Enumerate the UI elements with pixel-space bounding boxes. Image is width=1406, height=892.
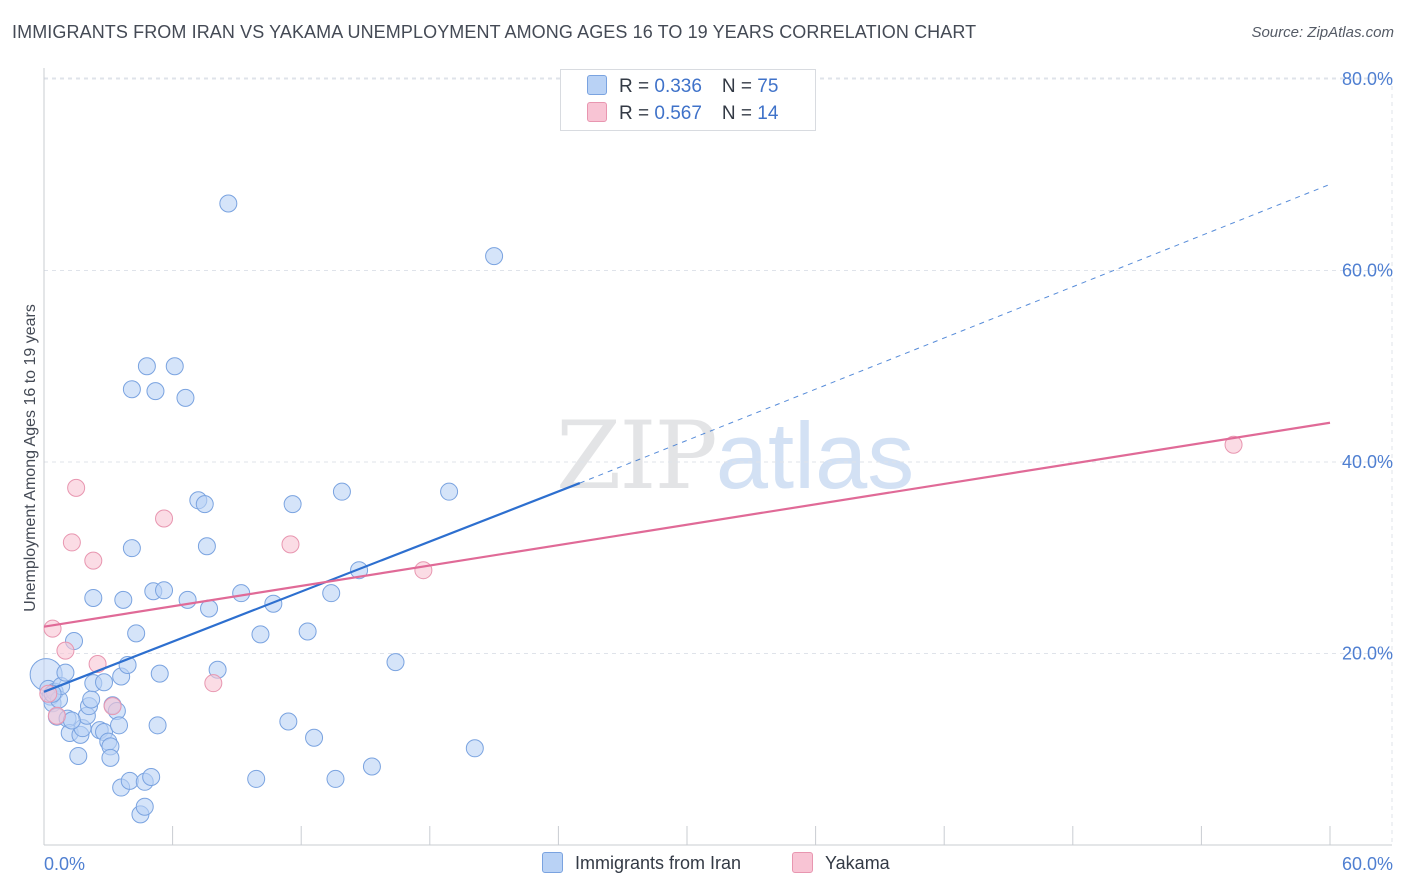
correlation-legend: R = 0.336 N = 75 R = 0.567 N = 14 (560, 69, 816, 131)
point-yakama (155, 509, 174, 528)
point-yakama (84, 551, 103, 570)
legend-swatch-pink (587, 102, 607, 122)
point-iran (137, 357, 156, 376)
point-iran (135, 797, 154, 816)
point-iran (120, 771, 139, 790)
point-iran (485, 247, 504, 266)
point-iran (150, 664, 169, 683)
legend-r-label: R = (619, 76, 655, 97)
legend-item-yakama: Yakama (792, 852, 890, 874)
legend-n-value: 75 (757, 76, 779, 97)
legend-r-value: 0.336 (654, 76, 702, 97)
point-iran (326, 769, 345, 788)
point-iran (114, 590, 133, 609)
point-yakama (43, 619, 62, 638)
legend-row-iran: R = 0.336 N = 75 (587, 75, 778, 99)
point-iran (322, 584, 341, 603)
series-legend: Immigrants from Iran Yakama (0, 852, 1406, 878)
y-tick-label: 40.0% (1342, 452, 1393, 472)
point-iran (386, 653, 405, 672)
chart-source: Source: ZipAtlas.com (1251, 24, 1394, 41)
point-iran (142, 768, 161, 787)
point-yakama (281, 535, 300, 554)
point-iran (101, 748, 120, 767)
legend-n-label: N = (721, 103, 758, 124)
legend-row-yakama: R = 0.567 N = 14 (587, 102, 778, 126)
legend-item-iran: Immigrants from Iran (542, 852, 741, 874)
point-iran (155, 581, 174, 600)
axes (43, 68, 1392, 846)
x-tick-label: 60.0% (1342, 854, 1393, 874)
point-iran (122, 380, 141, 399)
chart-title: IMMIGRANTS FROM IRAN VS YAKAMA UNEMPLOYM… (12, 22, 977, 42)
point-iran (283, 495, 302, 514)
point-iran (279, 712, 298, 731)
legend-label-iran: Immigrants from Iran (575, 853, 742, 873)
point-iran (146, 382, 165, 401)
trend-line-iran-extension (579, 183, 1331, 484)
x-tick-label: 0.0% (44, 854, 85, 874)
legend-swatch-blue (587, 75, 607, 95)
point-yakama (62, 533, 81, 552)
legend-label-yakama: Yakama (825, 853, 890, 873)
point-yakama (47, 706, 66, 725)
trend-line-iran (43, 482, 581, 693)
y-tick-label: 80.0% (1342, 69, 1393, 89)
point-iran (122, 539, 141, 558)
point-iran (165, 357, 184, 376)
point-iran (95, 673, 114, 692)
point-iran (127, 624, 146, 643)
point-iran (69, 746, 88, 765)
point-iran (232, 584, 251, 603)
point-iran (110, 716, 129, 735)
point-iran (195, 495, 214, 514)
point-iran (56, 663, 75, 682)
point-iran (362, 757, 381, 776)
legend-swatch-blue (542, 852, 563, 873)
trend-line-yakama (43, 421, 1331, 628)
point-yakama (414, 561, 433, 580)
point-iran (305, 728, 324, 747)
y-axis-label: Unemployment Among Ages 16 to 19 years (22, 304, 39, 612)
point-yakama (204, 674, 223, 693)
point-iran (247, 769, 266, 788)
grid (44, 77, 1393, 845)
point-iran (219, 194, 238, 213)
point-iran (251, 625, 270, 644)
point-iran (84, 588, 103, 607)
point-yakama (103, 697, 122, 716)
point-iran (440, 482, 459, 501)
y-tick-label: 20.0% (1342, 644, 1393, 664)
point-iran (197, 537, 216, 556)
legend-n-value: 14 (757, 103, 779, 124)
data-points (29, 194, 1243, 824)
tick-labels: 20.0% 40.0% 60.0% 80.0% 0.0% 60.0% (44, 69, 1393, 874)
point-yakama (67, 478, 86, 497)
point-yakama (56, 641, 75, 660)
point-iran (82, 690, 101, 709)
point-yakama (1224, 435, 1243, 454)
point-iran (148, 716, 167, 735)
legend-swatch-pink (792, 852, 813, 873)
point-iran (298, 622, 317, 641)
legend-r-label: R = (619, 103, 655, 124)
point-iran (62, 711, 81, 730)
point-iran (264, 594, 283, 613)
point-iran (465, 739, 484, 758)
legend-n-label: N = (721, 76, 758, 97)
trend-lines (43, 183, 1331, 693)
point-iran (176, 388, 195, 407)
legend-r-value: 0.567 (654, 103, 702, 124)
y-tick-label: 60.0% (1342, 261, 1393, 281)
point-iran (332, 482, 351, 501)
